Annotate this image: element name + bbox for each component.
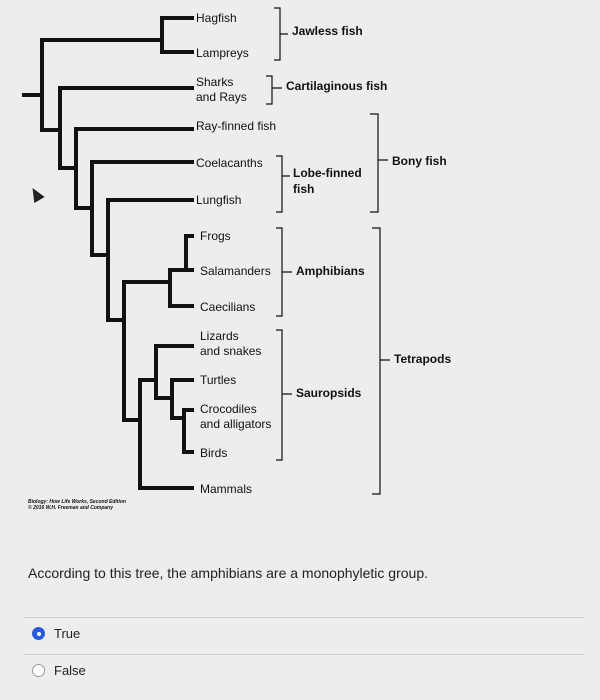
bracket-lobe-finned (276, 155, 290, 213)
taxon-and-snakes: and snakes (200, 344, 262, 358)
group-jawless-fish: Jawless fish (292, 24, 363, 38)
bracket-sauropsids (276, 329, 292, 461)
option-label: False (54, 663, 86, 678)
taxon-mammals: Mammals (200, 482, 253, 496)
taxon-caecilians: Caecilians (200, 300, 256, 314)
group-lobe-finned-line1: Lobe-finned (293, 166, 362, 180)
taxon-frogs: Frogs (200, 229, 231, 243)
taxon-salamanders: Salamanders (200, 264, 271, 278)
group-tetrapods: Tetrapods (394, 352, 452, 366)
option-label: True (54, 626, 81, 641)
taxon-sharks: Sharks (196, 75, 234, 89)
taxon-crocodiles: Crocodiles (200, 402, 257, 416)
divider (24, 654, 584, 655)
credit-line-1: Biology: How Life Works, Second Edition (28, 499, 126, 505)
question-text: According to this tree, the amphibians a… (28, 565, 429, 581)
option-true[interactable]: True (32, 626, 80, 641)
credit-line-2: © 2016 W.H. Freeman and Company (28, 505, 114, 511)
group-cartilaginous-fish: Cartilaginous fish (286, 79, 388, 93)
group-lobe-finned-line2: fish (293, 182, 315, 196)
radio-selected-icon[interactable] (32, 627, 45, 640)
group-bony-fish: Bony fish (392, 154, 447, 168)
option-false[interactable]: False (32, 663, 86, 678)
taxon-birds: Birds (200, 446, 228, 460)
group-sauropsids: Sauropsids (296, 386, 362, 400)
taxon-ray-finned-fish: Ray-finned fish (196, 119, 277, 133)
taxon-turtles: Turtles (200, 373, 237, 387)
bracket-bony (370, 113, 388, 213)
taxon-lungfish: Lungfish (196, 193, 242, 207)
taxon-coelacanths: Coelacanths (196, 156, 263, 170)
bracket-tetrapods (372, 227, 390, 495)
divider (24, 617, 584, 618)
taxon-hagfish: Hagfish (196, 11, 237, 25)
radio-unselected-icon[interactable] (32, 664, 45, 677)
taxon-and-alligators: and alligators (200, 417, 272, 431)
bracket-cartilaginous (266, 75, 282, 105)
group-amphibians: Amphibians (296, 264, 365, 278)
phylogenetic-tree (22, 7, 390, 495)
figure-credit: Biology: How Life Works, Second Edition … (28, 499, 126, 511)
taxon-lampreys: Lampreys (196, 46, 249, 60)
bracket-jawless (274, 7, 288, 61)
taxon-lizards: Lizards (200, 329, 239, 343)
bracket-amphibians (276, 227, 292, 317)
taxon-and-rays: and Rays (196, 90, 247, 104)
